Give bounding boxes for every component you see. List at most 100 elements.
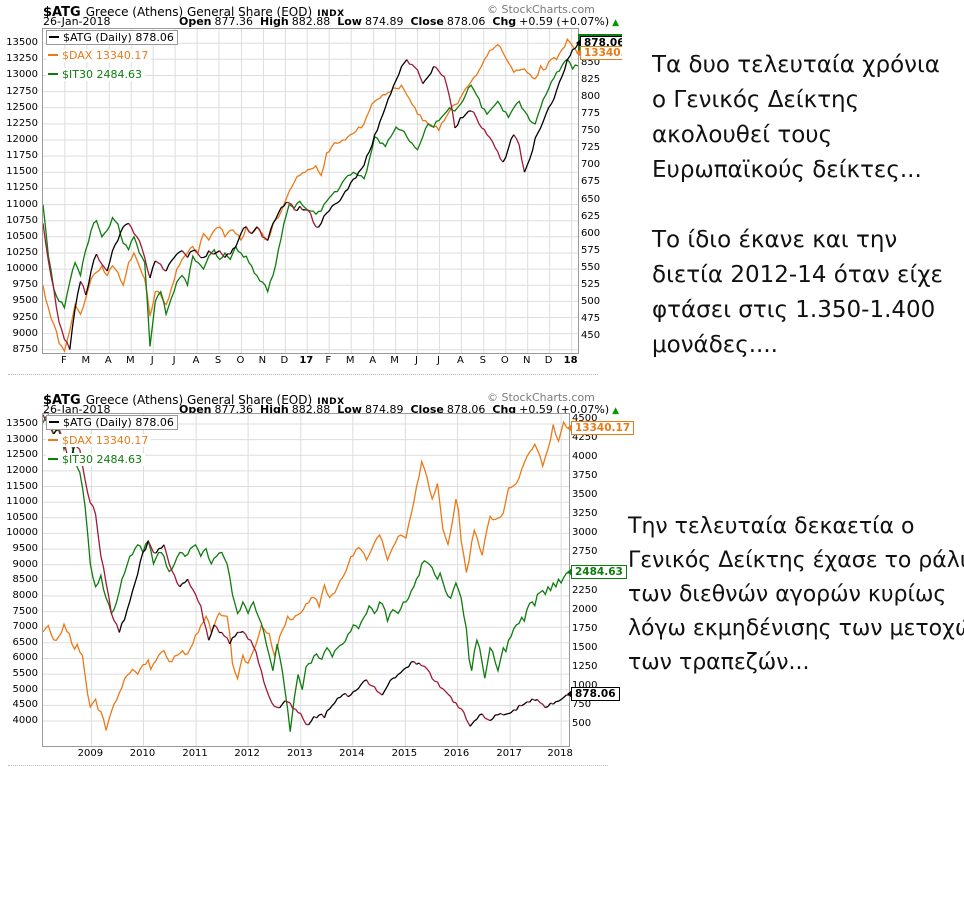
- y-axis-label-left: 8750: [12, 343, 38, 355]
- x-axis-label: M: [345, 355, 355, 366]
- ticker-symbol: $ATG: [43, 5, 81, 20]
- y-axis-label-right: 500: [581, 295, 601, 307]
- annotation-bottom: Την τελευταία δεκαετία ο Γενικός Δείκτης…: [628, 514, 964, 675]
- y-axis-label-left: 11750: [6, 150, 38, 162]
- x-axis-label: M: [390, 355, 399, 366]
- y-axis-label-right: 600: [581, 227, 601, 239]
- y-axis-label-left: 5000: [12, 683, 38, 695]
- x-axis-label: 2017: [496, 748, 522, 759]
- ticker-exchange: INDX: [317, 9, 345, 19]
- y-axis-label-right: 675: [581, 176, 601, 188]
- y-axis-label-right: 2750: [572, 546, 598, 558]
- x-axis-label: 2011: [182, 748, 208, 759]
- ticker-symbol: $ATG: [43, 393, 81, 408]
- x-axis-label: A: [192, 355, 200, 366]
- legend-swatch-icon: [49, 421, 59, 423]
- ohlc-label: Open: [179, 403, 212, 416]
- x-axis-label: N: [522, 355, 531, 366]
- y-axis-label-left: 9500: [12, 295, 38, 307]
- y-axis-label-left: 13500: [6, 418, 38, 429]
- x-axis-label: O: [500, 355, 509, 366]
- stockcharts-credit: © StockCharts.com: [487, 391, 595, 404]
- y-axis-label-left: 10250: [6, 246, 38, 258]
- y-axis-label-right: 4500: [572, 413, 598, 425]
- legend-swatch-icon: [49, 36, 59, 38]
- x-axis-label: J: [436, 355, 440, 366]
- last-value-box: 13340.17: [575, 45, 622, 60]
- y-axis-label-left: 9500: [12, 543, 38, 555]
- ohlc-value: 874.89: [364, 403, 404, 416]
- ohlc-value: +0.59 (+0.07%): [519, 15, 610, 28]
- y-axis-label-right: 750: [572, 698, 592, 710]
- y-axis-label-right: 650: [581, 193, 601, 205]
- legend-label: $DAX 13340.17: [62, 49, 149, 62]
- y-axis-label-right: 3000: [572, 527, 598, 539]
- x-axis-label: 2016: [443, 748, 470, 759]
- y-axis-label-left: 8500: [12, 574, 38, 586]
- y-axis-label-left: 6500: [12, 636, 38, 648]
- y-axis-label-right: 1000: [572, 679, 598, 691]
- legend-item: $IT30 2484.63: [46, 453, 145, 466]
- x-axis-label: F: [61, 355, 67, 366]
- y-axis-label-right: 3500: [572, 489, 598, 501]
- y-axis-label-left: 9250: [12, 311, 38, 323]
- ticker-name: Greece (Athens) General Share (EOD): [85, 393, 313, 407]
- change-arrow-icon: ▲: [612, 18, 620, 28]
- y-axis-label-left: 4500: [12, 699, 38, 711]
- y-axis-label-left: 11500: [6, 166, 38, 178]
- y-axis-label-left: 11000: [6, 198, 38, 210]
- chart-title: $ATG Greece (Athens) General Share (EOD)…: [43, 389, 345, 408]
- y-axis-label-right: 575: [581, 244, 601, 256]
- bottom-tickline: [8, 374, 598, 375]
- y-axis-label-right: 550: [581, 261, 601, 273]
- ohlc-label: Open: [179, 15, 212, 28]
- x-axis-label: D: [544, 355, 553, 366]
- y-axis-label-right: 2250: [572, 584, 598, 596]
- y-axis-label-left: 12750: [6, 85, 38, 97]
- ohlc-label: Chg: [492, 15, 517, 28]
- y-axis-label-left: 10000: [6, 527, 38, 539]
- last-value-box: 878.06: [567, 687, 620, 702]
- x-axis-label: A: [369, 355, 377, 366]
- chart-panel-ten-year: $ATG Greece (Athens) General Share (EOD)…: [0, 388, 640, 773]
- ohlc-label: High: [260, 15, 289, 28]
- ohlc-row: Open 877.36 High 882.88 Low 874.89 Close 878.06…: [172, 403, 619, 416]
- y-axis-label-left: 9000: [12, 327, 38, 339]
- ticker-name: Greece (Athens) General Share (EOD): [85, 5, 313, 19]
- legend-label: $IT30 2484.63: [62, 68, 142, 81]
- y-axis-label-left: 12500: [6, 449, 38, 461]
- ohlc-value: 878.06: [446, 15, 486, 28]
- y-axis-label-right: 4250: [572, 432, 598, 444]
- y-axis-label-right: 2000: [572, 603, 598, 615]
- ohlc-value: 874.89: [364, 15, 404, 28]
- y-axis-label-left: 11250: [6, 182, 38, 194]
- x-axis-label: M: [81, 355, 91, 366]
- y-axis-label-left: 4000: [12, 714, 38, 726]
- y-axis-label-right: 850: [581, 57, 601, 69]
- chart-date: 26-Jan-2018: [43, 15, 111, 28]
- y-axis-label-right: 3750: [572, 470, 598, 482]
- y-axis-label-left: 10500: [6, 511, 38, 523]
- ohlc-label: Chg: [492, 403, 517, 416]
- x-axis-label: 2015: [391, 748, 418, 759]
- y-axis-label-left: 5500: [12, 668, 38, 680]
- y-axis-label-left: 11500: [6, 480, 38, 492]
- y-axis-label-left: 8000: [12, 589, 38, 601]
- ohlc-value: 877.36: [214, 403, 254, 416]
- x-axis-label: 2012: [234, 748, 260, 759]
- y-axis-label-left: 12500: [6, 101, 38, 113]
- plot-area: [42, 28, 579, 354]
- ohlc-label: Low: [337, 403, 362, 416]
- legend-label: $DAX 13340.17: [62, 434, 149, 447]
- y-axis-label-right: 700: [581, 159, 601, 171]
- x-axis-label: D: [280, 355, 289, 366]
- x-axis-label: O: [236, 355, 245, 366]
- x-axis-label: F: [325, 355, 332, 366]
- y-axis-label-left: 9000: [12, 558, 38, 570]
- x-axis-label: S: [479, 355, 487, 366]
- y-axis-label-left: 6000: [12, 652, 38, 664]
- y-axis-label-left: 10500: [6, 230, 38, 242]
- ohlc-value: +0.59 (+0.07%): [519, 403, 610, 416]
- chart-date: 26-Jan-2018: [43, 403, 111, 416]
